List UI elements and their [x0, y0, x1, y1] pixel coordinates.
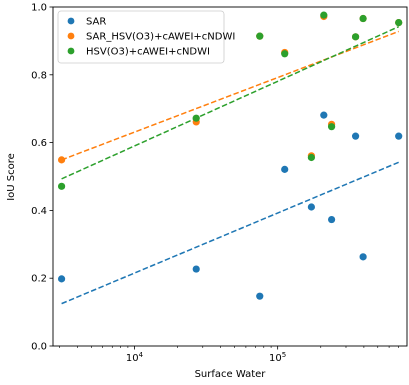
- legend-marker-hsv: [67, 47, 75, 55]
- y-tick-label: 0.0: [31, 342, 47, 353]
- legend-label-sar-hsv: SAR_HSV(O3)+cAWEI+cNDWI: [86, 32, 235, 43]
- legend-label-sar: SAR: [86, 17, 106, 28]
- data-points: [57, 11, 403, 300]
- y-axis-label: IoU Score: [6, 153, 17, 201]
- data-point-hsv-o3-cawei-cndwi: [57, 182, 66, 190]
- data-point-hsv-o3-cawei-cndwi: [351, 33, 360, 41]
- data-point-sar: [395, 132, 403, 140]
- y-axis-ticks: 0.0 0.2 0.4 0.6 0.8 1.0: [31, 3, 53, 353]
- data-point-sar: [327, 215, 336, 224]
- data-point-hsv-o3-cawei-cndwi: [327, 123, 336, 131]
- data-point-hsv-o3-cawei-cndwi: [192, 114, 200, 122]
- y-tick-label: 1.0: [31, 3, 47, 14]
- data-point-sar-hsv-o3-cawei-cndwi: [57, 156, 66, 164]
- data-point-sar: [281, 165, 289, 173]
- x-axis-label: Surface Water: [195, 369, 267, 380]
- y-tick-label: 0.8: [31, 70, 47, 81]
- trend-line-sar: [61, 161, 399, 305]
- trend-lines: [61, 25, 400, 305]
- data-point-sar: [307, 203, 315, 211]
- data-point-sar: [256, 292, 264, 300]
- legend: SAR SAR_HSV(O3)+cAWEI+cNDWI HSV(O3)+cAWE…: [57, 10, 235, 64]
- x-tick-label: 104: [126, 351, 144, 364]
- y-tick-label: 0.2: [31, 274, 47, 285]
- trend-line-hsv-o3-cawei-cndwi: [61, 25, 400, 180]
- data-point-sar: [192, 265, 200, 273]
- data-point-sar: [351, 132, 360, 140]
- legend-marker-sar-hsv: [67, 32, 75, 40]
- x-tick-label: 105: [269, 351, 286, 364]
- data-point-hsv-o3-cawei-cndwi: [307, 153, 315, 162]
- data-point-sar: [320, 111, 328, 119]
- data-point-sar: [57, 275, 66, 283]
- data-point-hsv-o3-cawei-cndwi: [395, 18, 403, 27]
- data-point-hsv-o3-cawei-cndwi: [359, 14, 367, 23]
- y-tick-label: 0.4: [31, 206, 47, 217]
- data-point-sar: [359, 253, 367, 261]
- x-axis-ticks: 104 105: [59, 346, 399, 364]
- legend-label-hsv: HSV(O3)+cAWEI+cNDWI: [86, 47, 210, 58]
- data-point-hsv-o3-cawei-cndwi: [320, 11, 328, 19]
- plot-frame: [52, 6, 408, 347]
- data-point-hsv-o3-cawei-cndwi: [281, 50, 289, 58]
- y-tick-label: 0.6: [31, 138, 47, 149]
- legend-box: [57, 10, 225, 64]
- data-point-hsv-o3-cawei-cndwi: [256, 32, 264, 40]
- legend-marker-sar: [67, 17, 75, 25]
